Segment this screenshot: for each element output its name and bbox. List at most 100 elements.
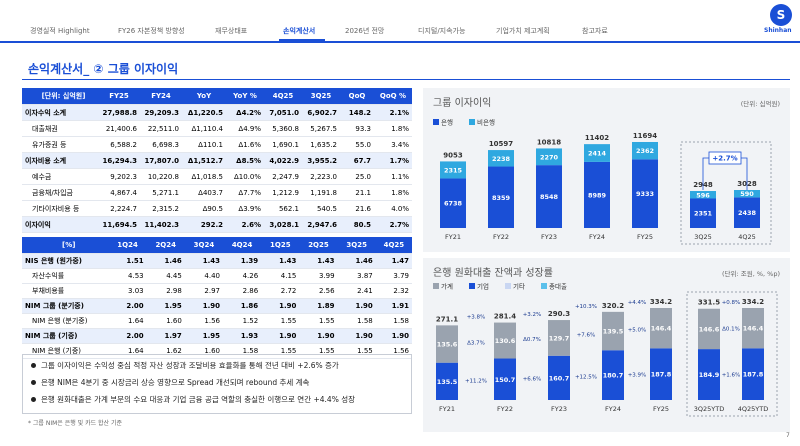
chart-loans: 은행 원화대출 잔액과 성장률 (단위: 조원, %, %p) 가계 기업 기타 총대출 1… — [423, 258, 790, 432]
total-label: 334.2 — [650, 298, 672, 306]
legend-swatch — [505, 283, 511, 289]
header-cell: 3Q25 — [337, 237, 376, 254]
cell: 2,223.0 — [302, 168, 340, 185]
header-cell: [단위: 십억원] — [22, 88, 98, 105]
bar-label: 2238 — [492, 155, 511, 163]
header-cell: YoY % — [226, 88, 264, 105]
growth-label: Δ0.7% — [523, 337, 541, 343]
bar-segment — [734, 197, 760, 228]
cell: 1.97 — [146, 328, 185, 344]
bar-label: 135.6 — [437, 341, 458, 349]
cell: 2.97 — [184, 283, 223, 299]
cell: 5,360.8 — [264, 120, 302, 137]
cell: 55.0 — [340, 136, 374, 153]
cell: 자산수익률 — [22, 268, 109, 284]
row: NIM 은행 (분기중) 1.64 1.60 1.56 1.52 1.55 1.55 1.58… — [22, 313, 412, 329]
total-label: 290.3 — [548, 310, 570, 318]
nav-tab[interactable]: FY26 자본정책 방향성 — [118, 27, 185, 35]
cell: 9,202.3 — [98, 168, 140, 185]
bullet: 은행 NIM은 4분기 중 시장금리 상승 영향으로 Spread 개선되며 r… — [41, 378, 310, 387]
bullet: 은행 원화대출은 가계 부문의 수요 대응과 기업 금융 공급 역할의 충실한 … — [41, 395, 356, 404]
bar-label: 596 — [696, 191, 710, 199]
bar-segment — [536, 165, 562, 228]
cell: 21.6 — [340, 200, 374, 217]
nav-tab[interactable]: 재무상태표 — [215, 27, 248, 35]
legend-label: 기업 — [477, 282, 489, 291]
cell: 1.90 — [299, 328, 338, 344]
cell: 7,051.0 — [264, 104, 302, 121]
cell: NIS 은행 (원가중) — [22, 253, 109, 269]
nav-tab[interactable]: 경영실적 Highlight — [30, 27, 90, 35]
bar-segment — [548, 320, 570, 356]
cell: 1.89 — [299, 298, 338, 314]
growth-label: +4.4% — [628, 300, 647, 306]
cell: 21,400.6 — [98, 120, 140, 137]
cell: 1.60 — [184, 343, 223, 359]
chart-unit: (단위: 조원, %, %p) — [722, 269, 780, 278]
total-label: 281.4 — [494, 313, 516, 321]
cell: 4,867.4 — [98, 184, 140, 201]
nav-tab[interactable]: 기업가치 제고계획 — [496, 27, 550, 35]
cell: 4.45 — [146, 268, 185, 284]
bullet-dot — [31, 397, 36, 402]
nav-tab[interactable]: 손익계산서 — [283, 27, 316, 35]
logo-text: Shinhan — [764, 27, 792, 34]
nav-tab[interactable]: 참고자료 — [582, 27, 608, 35]
bar-segment — [734, 190, 760, 198]
nav-rule — [0, 41, 800, 43]
legend-label: 은행 — [441, 118, 453, 127]
row: NIM 은행 (기중) 1.64 1.62 1.60 1.58 1.55 1.55 1.55 1… — [22, 343, 412, 359]
cell: 2,947.6 — [302, 216, 340, 233]
cell: 11,402.3 — [140, 216, 182, 233]
cell: 1.90 — [375, 328, 412, 344]
cell: NIM 은행 (분기중) — [22, 313, 109, 329]
cell: Δ8.5% — [226, 152, 264, 169]
legend-swatch — [433, 119, 439, 125]
cell: 25.0 — [340, 168, 374, 185]
cell: 1.43 — [261, 253, 300, 269]
cell: 6,588.2 — [98, 136, 140, 153]
bar-segment — [436, 325, 458, 363]
cell: 예수금 — [22, 168, 98, 185]
cell: 2.00 — [108, 328, 147, 344]
cell: 11,694.5 — [98, 216, 140, 233]
nav-tab[interactable]: 디지털/지속가능 — [418, 27, 466, 35]
cell: 4,022.9 — [264, 152, 302, 169]
header-cell: QoQ % — [374, 88, 412, 105]
cell: 1.56 — [184, 313, 223, 329]
header-cell: 3Q24 — [184, 237, 223, 254]
cell: 4.26 — [223, 268, 262, 284]
bar-label: 2315 — [444, 166, 463, 174]
cell: 이자비용 소계 — [22, 152, 98, 169]
chart-title: 은행 원화대출 잔액과 성장률 — [433, 267, 553, 279]
title-rule — [22, 79, 790, 80]
bar-label: 150.7 — [495, 376, 516, 384]
page-number: 7 — [786, 432, 790, 439]
cell: 1.55 — [261, 313, 300, 329]
growth-label: +7.6% — [577, 332, 596, 338]
cell: 2.41 — [337, 283, 376, 299]
cell: 29,209.3 — [140, 104, 182, 121]
cell: 6,902.7 — [302, 104, 340, 121]
bar-segment — [584, 161, 610, 228]
bar-segment — [494, 358, 516, 400]
x-tick-label: FY23 — [551, 405, 567, 413]
cell: Δ90.5 — [182, 200, 226, 217]
total-label: 10597 — [489, 140, 513, 148]
cell: 1.56 — [375, 343, 412, 359]
header-cell: 1Q25 — [261, 237, 300, 254]
bar-segment — [494, 322, 516, 359]
cell: 1.55 — [299, 343, 338, 359]
bar-segment — [650, 348, 672, 400]
cell: 1,635.2 — [302, 136, 340, 153]
nav-tab[interactable]: 2026년 전망 — [345, 27, 385, 35]
bullet-dot — [31, 380, 36, 385]
bar-label: 160.7 — [549, 374, 570, 382]
cell: 금융채/차입금 — [22, 184, 98, 201]
cell: 3,028.1 — [264, 216, 302, 233]
cell: Δ7.7% — [226, 184, 264, 201]
bar-label: 2414 — [588, 150, 607, 158]
bar-segment — [602, 350, 624, 400]
cell: 2.00 — [108, 298, 147, 314]
legend-swatch — [469, 119, 475, 125]
